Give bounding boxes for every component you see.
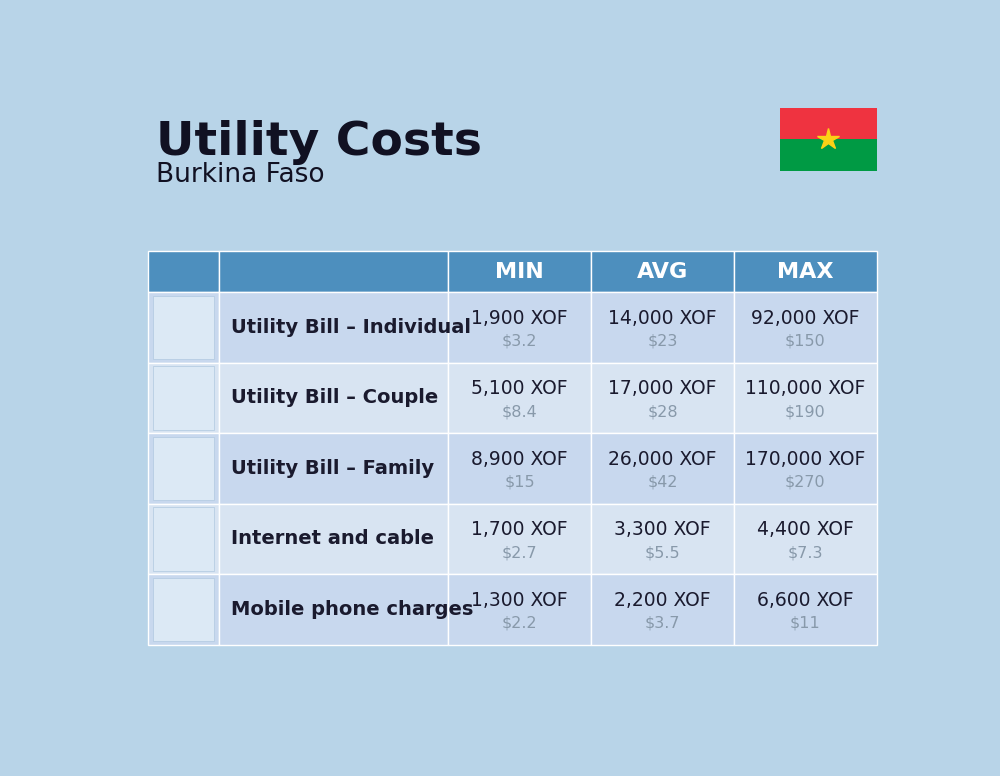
Text: $11: $11 [790,616,821,631]
Text: 1,700 XOF: 1,700 XOF [471,520,568,539]
FancyBboxPatch shape [448,292,591,362]
Text: 5,100 XOF: 5,100 XOF [471,379,568,398]
FancyBboxPatch shape [734,292,877,362]
FancyBboxPatch shape [148,433,219,504]
FancyBboxPatch shape [153,366,214,430]
FancyBboxPatch shape [591,433,734,504]
Text: Utility Costs: Utility Costs [156,120,482,165]
Text: 1,900 XOF: 1,900 XOF [471,309,568,327]
FancyBboxPatch shape [780,140,877,171]
FancyBboxPatch shape [734,362,877,433]
FancyBboxPatch shape [734,574,877,645]
FancyBboxPatch shape [148,251,219,292]
Text: 14,000 XOF: 14,000 XOF [608,309,717,327]
Text: Utility Bill – Couple: Utility Bill – Couple [231,388,438,407]
Text: AVG: AVG [637,262,688,282]
Text: 6,600 XOF: 6,600 XOF [757,591,854,610]
Text: 110,000 XOF: 110,000 XOF [745,379,866,398]
FancyBboxPatch shape [448,433,591,504]
FancyBboxPatch shape [153,508,214,570]
Text: $270: $270 [785,475,826,490]
FancyBboxPatch shape [448,504,591,574]
Text: $23: $23 [647,334,678,349]
Text: 3,300 XOF: 3,300 XOF [614,520,711,539]
Text: Internet and cable: Internet and cable [231,529,434,549]
Text: $150: $150 [785,334,826,349]
FancyBboxPatch shape [448,574,591,645]
FancyBboxPatch shape [734,433,877,504]
FancyBboxPatch shape [148,292,219,362]
Text: 170,000 XOF: 170,000 XOF [745,450,866,469]
FancyBboxPatch shape [153,577,214,641]
Text: MAX: MAX [777,262,834,282]
Text: Utility Bill – Individual: Utility Bill – Individual [231,318,471,337]
Text: Burkina Faso: Burkina Faso [156,162,325,188]
Text: $2.2: $2.2 [502,616,538,631]
FancyBboxPatch shape [153,296,214,359]
Text: 8,900 XOF: 8,900 XOF [471,450,568,469]
Text: $2.7: $2.7 [502,546,538,560]
Text: Mobile phone charges: Mobile phone charges [231,600,473,619]
FancyBboxPatch shape [219,504,448,574]
FancyBboxPatch shape [219,574,448,645]
Text: $3.2: $3.2 [502,334,538,349]
Text: $5.5: $5.5 [645,546,680,560]
FancyBboxPatch shape [734,251,877,292]
FancyBboxPatch shape [148,504,219,574]
Text: $42: $42 [647,475,678,490]
FancyBboxPatch shape [148,574,219,645]
FancyBboxPatch shape [591,362,734,433]
Text: 92,000 XOF: 92,000 XOF [751,309,860,327]
Text: Utility Bill – Family: Utility Bill – Family [231,459,434,478]
FancyBboxPatch shape [219,251,448,292]
FancyBboxPatch shape [591,251,734,292]
FancyBboxPatch shape [591,292,734,362]
Text: $15: $15 [504,475,535,490]
FancyBboxPatch shape [448,362,591,433]
FancyBboxPatch shape [219,433,448,504]
Text: $28: $28 [647,404,678,420]
Text: MIN: MIN [495,262,544,282]
Text: $7.3: $7.3 [788,546,823,560]
Text: 2,200 XOF: 2,200 XOF [614,591,711,610]
FancyBboxPatch shape [591,574,734,645]
FancyBboxPatch shape [148,362,219,433]
FancyBboxPatch shape [219,362,448,433]
FancyBboxPatch shape [219,292,448,362]
FancyBboxPatch shape [591,504,734,574]
Text: 4,400 XOF: 4,400 XOF [757,520,854,539]
Text: 17,000 XOF: 17,000 XOF [608,379,717,398]
FancyBboxPatch shape [153,437,214,500]
FancyBboxPatch shape [448,251,591,292]
FancyBboxPatch shape [780,108,877,140]
Text: $3.7: $3.7 [645,616,680,631]
Text: 1,300 XOF: 1,300 XOF [471,591,568,610]
Text: $8.4: $8.4 [502,404,538,420]
Text: 26,000 XOF: 26,000 XOF [608,450,717,469]
FancyBboxPatch shape [734,504,877,574]
Text: $190: $190 [785,404,826,420]
